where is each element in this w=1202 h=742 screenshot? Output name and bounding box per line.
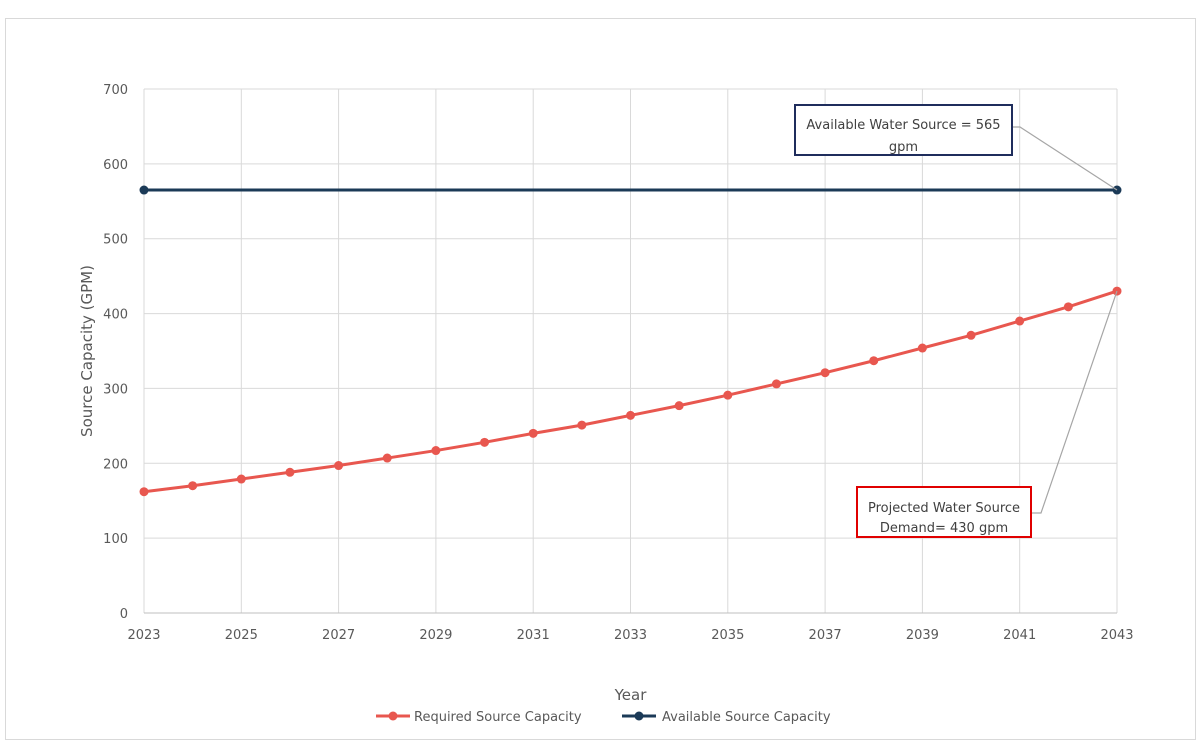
legend: Required Source Capacity Available Source… [376,710,831,725]
x-tick-label: 2027 [322,628,355,643]
axes: 0 100 200 300 400 500 600 700 2023 2025 2027 2029 20… [103,83,1133,643]
data-point [771,379,781,389]
grid-lines [143,88,1118,613]
data-point [966,330,976,340]
y-tick-label: 300 [103,382,128,397]
legend-swatch-marker [388,711,398,721]
x-tick-label: 2039 [906,628,939,643]
data-point [139,185,149,195]
series-lines [139,185,1122,497]
x-tick-label: 2033 [614,628,647,643]
data-point [334,461,344,471]
legend-label: Required Source Capacity [414,710,582,725]
y-tick-label: 700 [103,83,128,98]
y-tick-label: 400 [103,308,128,323]
y-tick-label: 200 [103,457,128,472]
y-tick-label: 100 [103,532,128,547]
data-point [188,481,198,491]
data-point [480,437,490,447]
data-point [382,453,392,463]
callout-label: Projected Water Source [868,501,1020,516]
data-point [723,390,733,400]
callout-label: Demand= 430 gpm [880,521,1008,536]
callout-leader [1012,126,1118,191]
data-point [528,428,538,438]
data-point [431,446,441,456]
y-axis-title: Source Capacity (GPM) [78,265,96,437]
callout-box [856,486,1032,538]
callout-label: gpm [889,140,918,155]
x-tick-label: 2043 [1100,628,1133,643]
data-point [626,410,635,420]
data-point [820,368,830,378]
y-tick-label: 0 [120,607,128,622]
x-tick-label: 2025 [225,628,258,643]
data-point [139,487,149,497]
y-tick-label: 600 [103,158,128,173]
data-point [1063,302,1073,312]
legend-swatch-marker [634,711,644,721]
data-point [674,401,684,411]
data-point [1015,316,1025,326]
x-tick-label: 2041 [1003,628,1036,643]
x-tick-label: 2037 [809,628,842,643]
x-axis-title: Year [614,686,648,704]
legend-label: Available Source Capacity [662,710,831,725]
callout-label: Available Water Source = 565 [806,118,1000,133]
data-point [577,420,587,430]
data-point [285,467,295,477]
data-point [236,474,246,484]
data-point [869,356,879,366]
callout-leader [1031,290,1118,514]
data-point [917,343,927,353]
x-tick-label: 2029 [419,628,452,643]
callout-box [794,104,1013,156]
x-tick-label: 2035 [711,628,744,643]
x-tick-label: 2031 [517,628,550,643]
y-tick-label: 500 [103,233,128,248]
x-tick-label: 2023 [127,628,160,643]
callouts: Available Water Source = 565 gpm Projected… [794,104,1118,538]
